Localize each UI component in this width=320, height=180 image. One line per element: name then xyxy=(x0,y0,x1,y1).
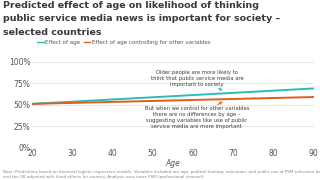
X-axis label: Age: Age xyxy=(165,159,180,168)
Text: selected countries: selected countries xyxy=(3,28,102,37)
Text: Predicted effect of age on likelihood of thinking: Predicted effect of age on likelihood of… xyxy=(3,1,259,10)
Text: But when we control for other variables
there are no differences by age –
sugges: But when we control for other variables … xyxy=(145,102,249,129)
Text: Note: Predictions based on binomial logistic regression models. Variables includ: Note: Predictions based on binomial logi… xyxy=(3,170,320,179)
Text: Older people are more likely to
think that public service media are
important to: Older people are more likely to think th… xyxy=(151,70,243,90)
Legend: Effect of age, Effect of age controlling for other variables: Effect of age, Effect of age controlling… xyxy=(35,38,213,47)
Text: public service media news is important for society –: public service media news is important f… xyxy=(3,14,280,23)
